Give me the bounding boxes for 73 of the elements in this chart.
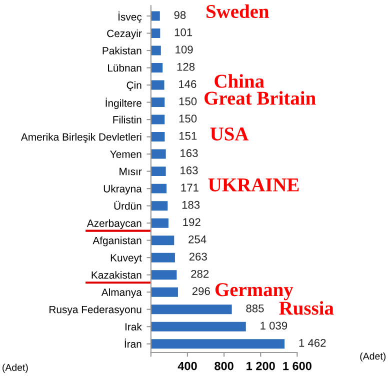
x-tick-label: 1 200 <box>246 362 275 370</box>
bar <box>150 28 160 38</box>
bar <box>150 166 166 176</box>
annotation: UKRAINE <box>208 178 299 192</box>
y-tick-label: Kuveyt <box>110 254 142 264</box>
data-label: 183 <box>182 200 200 209</box>
x-tick-label: 1 600 <box>283 362 312 370</box>
data-label: 192 <box>183 218 200 226</box>
data-label: 101 <box>174 28 192 36</box>
data-label: 254 <box>188 235 206 244</box>
bar <box>150 132 165 142</box>
bar <box>150 218 168 228</box>
x-tick-label: 800 <box>214 362 234 370</box>
y-tick-label: Kazakistan <box>92 271 142 279</box>
bar <box>150 63 163 73</box>
bar <box>150 98 165 108</box>
annotation: USA <box>210 128 249 141</box>
annotation: Germany <box>215 283 294 300</box>
y-tick-label: İngiltere <box>106 98 142 109</box>
data-label: 128 <box>177 62 195 71</box>
x-tick-label: 400 <box>178 362 197 370</box>
annotation: Great Britain <box>204 91 316 105</box>
y-tick-label: Çin <box>126 81 142 92</box>
bar <box>150 114 165 124</box>
data-label: 151 <box>179 132 197 140</box>
bar <box>150 236 174 246</box>
data-label: 150 <box>179 114 197 123</box>
bar <box>150 339 285 349</box>
y-tick-label: Lübnan <box>108 64 142 72</box>
bar <box>150 287 178 297</box>
bar <box>150 46 161 56</box>
y-tick-label: Amerika Birleşik Devletleri <box>20 133 142 143</box>
y-tick-label: Mısır <box>120 168 142 176</box>
annotation: Sweden <box>206 4 269 18</box>
annotation: China <box>214 74 264 88</box>
y-tick-label: Ukrayna <box>104 184 142 194</box>
bar <box>150 270 177 280</box>
bar <box>150 149 166 159</box>
data-label: 282 <box>191 270 209 278</box>
y-tick-label: Pakistan <box>102 46 142 54</box>
y-tick-label: Yemen <box>110 150 142 158</box>
data-label: 109 <box>176 46 193 54</box>
y-tick-label: İran <box>124 338 142 348</box>
bar <box>150 201 168 211</box>
y-tick-label: Filistin <box>113 116 142 124</box>
y-tick-label: Ürdün <box>114 200 142 210</box>
bar <box>150 184 167 194</box>
bar <box>150 304 232 314</box>
data-label: 263 <box>189 252 207 261</box>
y-tick-label: Rusya Federasyonu <box>50 306 142 316</box>
annotation: Russia <box>279 301 334 315</box>
data-label: 171 <box>181 184 198 192</box>
bar <box>150 252 175 262</box>
data-label: 146 <box>179 80 196 88</box>
data-label: 1 039 <box>260 322 288 330</box>
y-tick-label: Afganistan <box>92 236 142 246</box>
bar <box>150 322 246 332</box>
data-label: 163 <box>180 149 198 158</box>
data-label: 1 462 <box>299 338 326 347</box>
text: (Adet) <box>2 364 28 373</box>
data-label: 150 <box>179 97 197 106</box>
y-tick-label: Azerbaycan <box>86 219 142 230</box>
text: (Adet) <box>360 352 386 362</box>
y-tick-label: Almanya <box>101 288 142 298</box>
data-label: 163 <box>180 166 198 174</box>
y-tick-label: Cezayir <box>107 29 142 40</box>
data-label: 296 <box>192 287 210 296</box>
y-tick-label: Irak <box>126 322 142 330</box>
bar <box>150 11 160 21</box>
y-tick-label: İsveç <box>118 12 142 23</box>
data-label: 98 <box>174 11 186 19</box>
bar <box>150 80 164 90</box>
data-label: 885 <box>246 304 264 312</box>
